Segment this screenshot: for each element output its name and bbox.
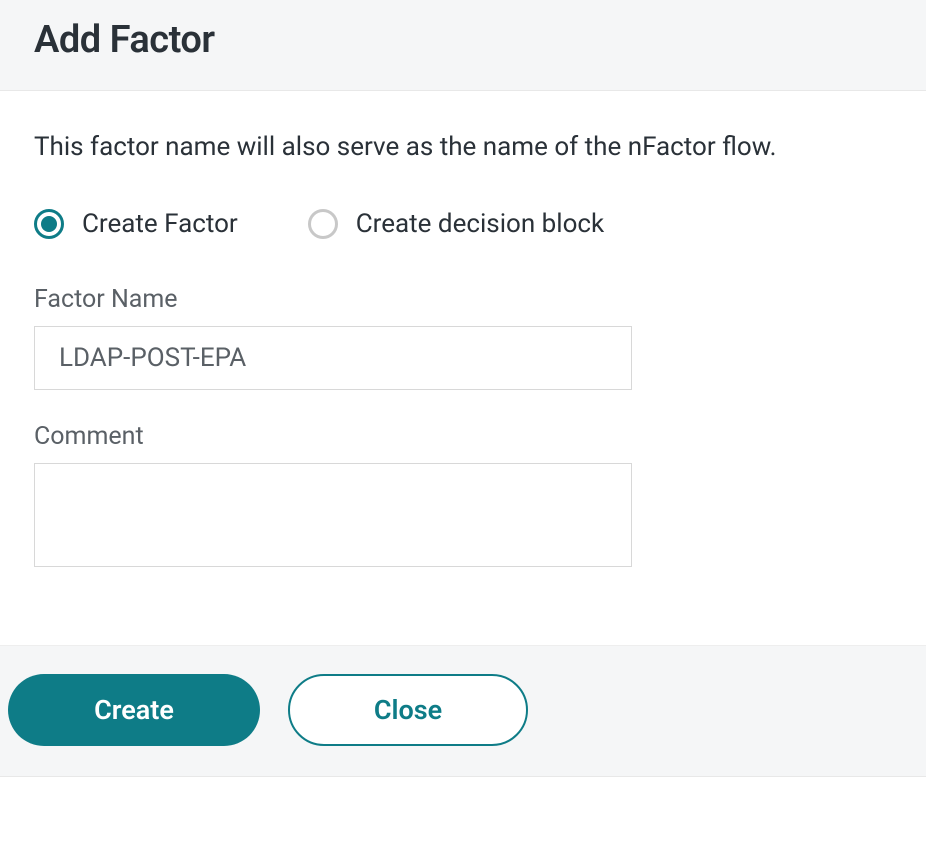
- dialog-body: This factor name will also serve as the …: [0, 91, 926, 645]
- comment-label: Comment: [34, 422, 892, 451]
- create-button[interactable]: Create: [8, 674, 260, 746]
- dialog-header: Add Factor: [0, 0, 926, 91]
- create-factor-label: Create Factor: [82, 209, 238, 239]
- description-text: This factor name will also serve as the …: [34, 129, 892, 165]
- create-factor-radio[interactable]: Create Factor: [34, 209, 238, 239]
- dialog-footer: Create Close: [0, 645, 926, 777]
- dialog-title: Add Factor: [34, 18, 892, 62]
- comment-field-group: Comment: [34, 422, 892, 571]
- comment-input[interactable]: [34, 463, 632, 567]
- close-button[interactable]: Close: [288, 674, 528, 746]
- factor-type-radio-group: Create Factor Create decision block: [34, 209, 892, 239]
- factor-name-field-group: Factor Name: [34, 285, 892, 390]
- radio-unselected-icon: [308, 209, 338, 239]
- radio-selected-icon: [34, 209, 64, 239]
- create-decision-block-label: Create decision block: [356, 209, 604, 239]
- factor-name-label: Factor Name: [34, 285, 892, 314]
- factor-name-input[interactable]: [34, 326, 632, 390]
- create-decision-block-radio[interactable]: Create decision block: [308, 209, 604, 239]
